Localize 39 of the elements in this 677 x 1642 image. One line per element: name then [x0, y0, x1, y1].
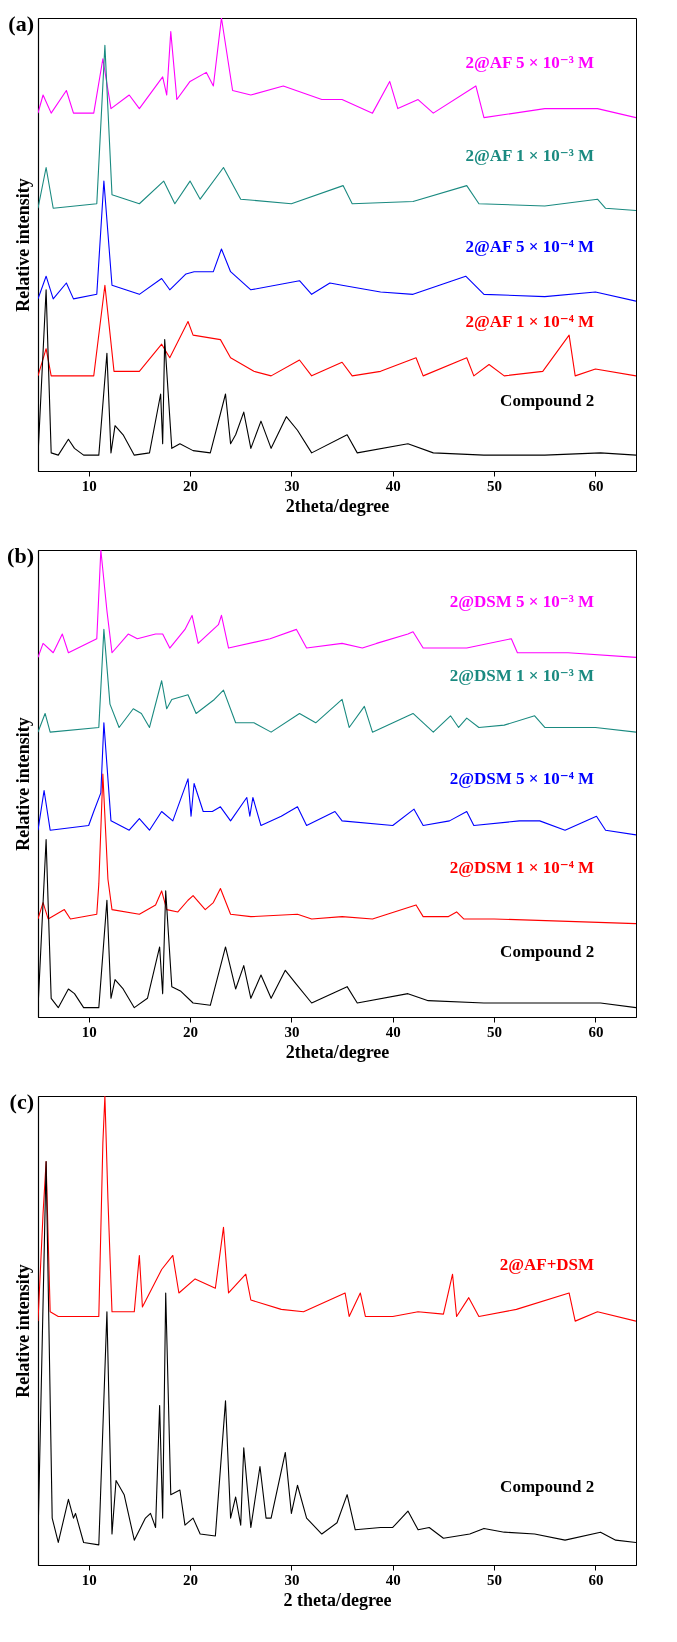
x-tick-label: 40	[385, 1571, 401, 1588]
series-label: 2@AF 5 × 10⁻⁴ M	[465, 236, 595, 256]
text: (a)	[8, 11, 34, 36]
x-axis-title: 2theta/degree	[285, 1041, 390, 1062]
text: Compound 2	[500, 941, 595, 961]
y-axis-title: Relative intensity	[12, 717, 33, 851]
text: Compound 2	[500, 1476, 595, 1496]
x-tick-label: 30	[284, 1023, 300, 1040]
x-tick-label: 60	[588, 477, 604, 494]
x-tick-label: 10	[81, 1023, 97, 1040]
text: (b)	[7, 543, 34, 568]
series-label: 2@AF+DSM	[499, 1255, 595, 1275]
x-tick-label: 50	[487, 1023, 503, 1040]
text: Compound 2	[500, 390, 595, 410]
x-tick-label: 30	[284, 477, 300, 494]
text: 2@DSM 5 × 10⁻³ M	[449, 591, 595, 611]
x-tick-label: 30	[284, 1571, 300, 1588]
y-axis-title: Relative intensity	[12, 1264, 33, 1398]
text: 2@DSM 1 × 10⁻⁴ M	[449, 857, 595, 877]
x-tick-label: 60	[588, 1571, 604, 1588]
x-tick-label: 10	[81, 477, 97, 494]
x-tick-label: 20	[183, 1571, 199, 1588]
text: (c)	[9, 1089, 34, 1114]
y-axis-title: Relative intensity	[12, 178, 33, 312]
x-tick-label: 20	[183, 1023, 199, 1040]
x-tick-label: 50	[487, 477, 503, 494]
x-tick-label: 20	[183, 477, 199, 494]
x-axis-title: 2theta/degree	[285, 495, 390, 516]
x-tick-label: 40	[385, 477, 401, 494]
series-label: 2@AF 1 × 10⁻⁴ M	[465, 311, 595, 331]
series-label: 2@DSM 5 × 10⁻⁴ M	[449, 769, 595, 789]
x-tick-label: 10	[81, 1571, 97, 1588]
x-tick-label: 60	[588, 1023, 604, 1040]
series-label: 2@DSM 1 × 10⁻³ M	[449, 666, 595, 686]
x-tick-label: 40	[385, 1023, 401, 1040]
series-label: 2@AF 1 × 10⁻³ M	[465, 146, 595, 166]
series-label: 2@AF 5 × 10⁻³ M	[465, 53, 595, 73]
x-axis-title: 2 theta/degree	[283, 1589, 392, 1610]
x-tick-label: 50	[487, 1571, 503, 1588]
